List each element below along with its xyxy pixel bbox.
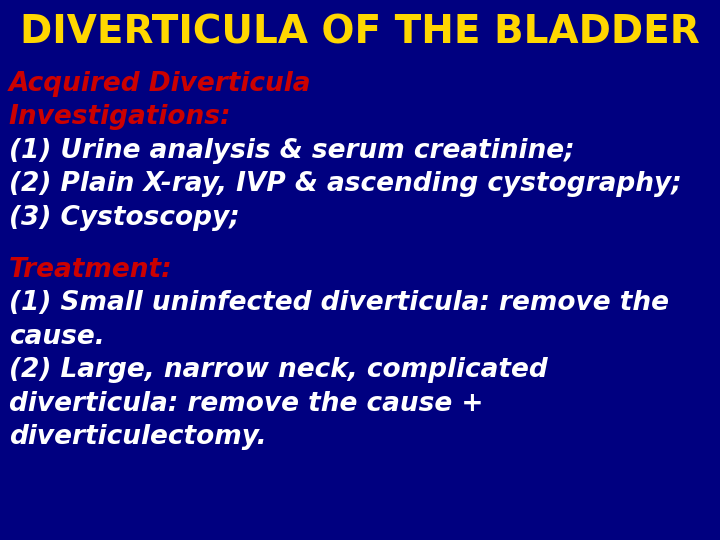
Text: Investigations:: Investigations: — [9, 104, 231, 130]
Text: (1) Small uninfected diverticula: remove the: (1) Small uninfected diverticula: remove… — [9, 291, 669, 316]
Text: diverticulectomy.: diverticulectomy. — [9, 424, 266, 450]
Text: diverticula: remove the cause +: diverticula: remove the cause + — [9, 391, 483, 417]
Text: cause.: cause. — [9, 324, 104, 350]
Text: DIVERTICULA OF THE BLADDER: DIVERTICULA OF THE BLADDER — [20, 14, 700, 51]
Text: (2) Plain X-ray, IVP & ascending cystography;: (2) Plain X-ray, IVP & ascending cystogr… — [9, 171, 681, 197]
Text: Acquired Diverticula: Acquired Diverticula — [9, 71, 311, 97]
Text: (1) Urine analysis & serum creatinine;: (1) Urine analysis & serum creatinine; — [9, 138, 575, 164]
Text: (3) Cystoscopy;: (3) Cystoscopy; — [9, 205, 239, 231]
Text: (2) Large, narrow neck, complicated: (2) Large, narrow neck, complicated — [9, 357, 547, 383]
Text: Treatment:: Treatment: — [9, 257, 172, 283]
